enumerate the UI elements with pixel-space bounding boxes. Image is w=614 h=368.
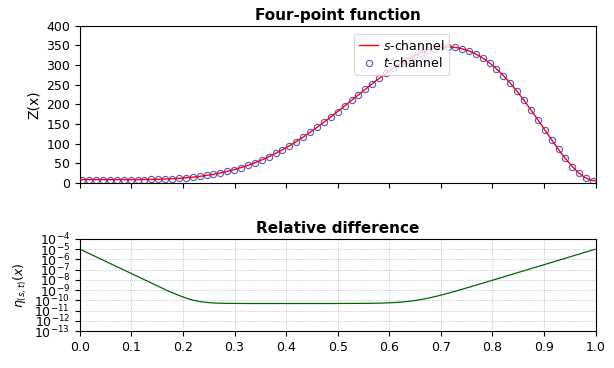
$s$-channel: [313, 125, 321, 130]
$s$-channel: [445, 45, 452, 49]
$t$-channel: [492, 67, 500, 71]
$s$-channel: [577, 172, 584, 176]
$t$-channel: [120, 177, 128, 182]
$s$-channel: [103, 177, 111, 182]
$t$-channel: [445, 45, 452, 49]
Title: Four-point function: Four-point function: [255, 8, 421, 23]
$s$-channel: [577, 172, 584, 176]
$s$-channel: [77, 177, 84, 182]
Y-axis label: $\eta_{(s,t)}(x)$: $\eta_{(s,t)}(x)$: [12, 262, 29, 308]
$s$-channel: [482, 58, 489, 63]
$s$-channel: [591, 178, 599, 183]
Line: $t$-channel: $t$-channel: [79, 44, 596, 184]
Legend: $s$-channel, $t$-channel: $s$-channel, $t$-channel: [354, 33, 449, 75]
Title: Relative difference: Relative difference: [256, 221, 419, 236]
$t$-channel: [486, 61, 493, 65]
$t$-channel: [507, 81, 514, 85]
Y-axis label: Z(x): Z(x): [26, 90, 41, 118]
Line: $s$-channel: $s$-channel: [80, 47, 595, 181]
$t$-channel: [472, 52, 480, 56]
$t$-channel: [541, 128, 548, 132]
$t$-channel: [79, 177, 86, 182]
$s$-channel: [327, 115, 334, 119]
$t$-channel: [589, 178, 597, 183]
